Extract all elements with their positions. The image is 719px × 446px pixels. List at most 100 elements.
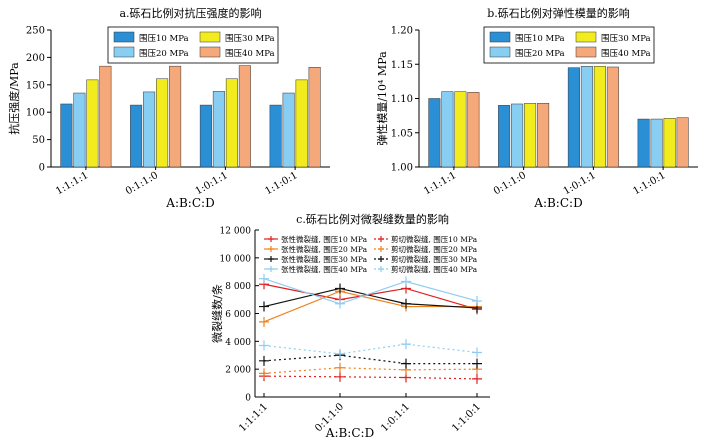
data-point xyxy=(259,368,269,379)
legend-label: 剪切微裂缝, 围压30 MPa xyxy=(391,254,478,264)
legend-label: 围压30 MPa xyxy=(601,34,651,44)
y-tick-label: 200 xyxy=(26,53,45,64)
series-line xyxy=(263,343,478,355)
x-tick-label: 1:0:1:1 xyxy=(194,170,230,197)
data-point xyxy=(401,358,411,369)
data-point xyxy=(401,298,411,309)
y-tick-label: 2 000 xyxy=(225,366,251,376)
legend-label: 剪切微裂缝, 围压40 MPa xyxy=(391,264,478,274)
data-point xyxy=(335,298,345,309)
x-axis-label: A:B:C:D xyxy=(325,426,374,440)
bar xyxy=(99,65,112,168)
bar xyxy=(441,91,454,168)
series-line xyxy=(263,367,478,374)
bar xyxy=(511,103,524,168)
chart-b-elastic-modulus: b.砾石比例对弹性模量的影响 1.00 1.05 1.10 1.15 1.20 弹性模量/1… xyxy=(375,6,698,210)
bar xyxy=(199,104,212,168)
x-tick-label: 1:1:0:1 xyxy=(450,401,483,434)
series-line xyxy=(263,354,477,365)
legend-label: 围压20 MPa xyxy=(139,49,189,59)
y-tick-label: 150 xyxy=(26,80,45,91)
data-point xyxy=(335,348,345,359)
data-point xyxy=(472,295,482,306)
bar xyxy=(537,103,550,168)
series-line xyxy=(263,290,477,323)
legend-swatch xyxy=(575,31,597,43)
bar xyxy=(676,117,689,168)
bar xyxy=(169,65,182,168)
y-tick-label: 250 xyxy=(26,26,45,37)
series-line xyxy=(263,283,478,310)
x-tick-label: 0:1:1:0 xyxy=(124,170,160,197)
y-axis-label: 弹性模量/10⁴ MPa xyxy=(375,51,389,146)
bar xyxy=(428,98,441,168)
data-point xyxy=(401,339,411,350)
legend-label: 围压20 MPa xyxy=(515,49,565,59)
data-point xyxy=(259,273,269,284)
legend-swatch xyxy=(489,31,511,43)
y-tick-label: 0 xyxy=(39,163,45,174)
legend-label: 张性微裂缝, 围压30 MPa xyxy=(281,254,368,264)
legend-box xyxy=(107,26,279,64)
y-axis-label: 抗压强度/MPa xyxy=(7,62,21,135)
bar xyxy=(73,92,86,168)
chart-title: c.砾石比例对微裂缝数量的影响 xyxy=(296,212,449,226)
legend-label: 围压30 MPa xyxy=(225,34,275,44)
legend-swatch xyxy=(113,31,135,43)
legend-box xyxy=(483,26,655,64)
y-tick-label: 8 000 xyxy=(225,282,251,292)
y-tick-label: 50 xyxy=(32,135,45,146)
legend-label: 张性微裂缝, 围压20 MPa xyxy=(281,244,368,254)
x-tick-label: 0:1:1:0 xyxy=(492,170,528,197)
x-tick-label: 1:1:1:1 xyxy=(54,170,90,197)
chart-c-microcrack-count: c.砾石比例对微裂缝数量的影响 0 2 000 4 000 6 000 8 000 10 0… xyxy=(210,212,490,440)
legend-label: 张性微裂缝, 围压10 MPa xyxy=(281,234,368,244)
y-tick-label: 12 000 xyxy=(220,227,252,237)
legend-label: 围压40 MPa xyxy=(225,49,275,59)
y-tick-label: 1.00 xyxy=(391,163,413,174)
data-point xyxy=(335,371,345,382)
bar xyxy=(567,67,580,168)
legend-swatch xyxy=(199,46,221,58)
legend-marker xyxy=(268,236,274,242)
bar xyxy=(60,103,73,168)
legend-marker xyxy=(378,266,384,272)
legend-marker xyxy=(378,236,384,242)
bar xyxy=(498,105,511,168)
data-point xyxy=(259,301,269,312)
bar xyxy=(238,65,251,168)
x-tick-label: 1:1:1:1 xyxy=(237,401,270,434)
bar xyxy=(593,66,606,168)
legend-marker xyxy=(268,246,274,252)
legend-label: 围压10 MPa xyxy=(515,34,565,44)
bar xyxy=(282,92,295,168)
bar xyxy=(212,91,225,168)
y-axis-label: 微裂缝数/条 xyxy=(210,284,224,343)
data-point xyxy=(472,358,482,369)
legend-swatch xyxy=(489,46,511,58)
legend-marker xyxy=(268,266,274,272)
chart-title: a.砾石比例对抗压强度的影响 xyxy=(119,6,261,20)
bar xyxy=(269,104,282,168)
series-line xyxy=(263,278,478,305)
data-point xyxy=(259,316,269,327)
bar xyxy=(454,91,467,168)
legend-marker xyxy=(378,246,384,252)
bar xyxy=(86,79,99,168)
x-tick-label: 1:1:0:1 xyxy=(631,170,667,197)
x-tick-label: 1:0:1:1 xyxy=(562,170,598,197)
y-tick-label: 100 xyxy=(26,108,45,119)
bar xyxy=(637,118,650,168)
bar xyxy=(650,118,663,168)
legend-label: 剪切微裂缝, 围压10 MPa xyxy=(391,234,478,244)
y-tick-label: 1.20 xyxy=(391,26,413,37)
bar xyxy=(143,91,156,168)
legend-label: 围压40 MPa xyxy=(601,49,651,59)
data-point xyxy=(259,340,269,351)
legend-marker xyxy=(268,256,274,262)
data-point xyxy=(335,362,345,373)
legend-swatch xyxy=(199,31,221,43)
y-tick-label: 4 000 xyxy=(225,338,251,348)
bar xyxy=(308,67,321,168)
